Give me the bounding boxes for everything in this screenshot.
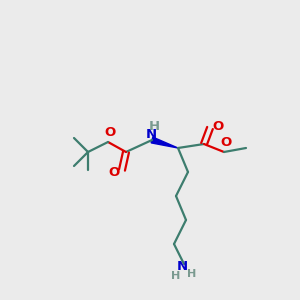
Text: O: O: [104, 125, 116, 139]
Text: N: N: [146, 128, 157, 140]
Text: N: N: [176, 260, 188, 272]
Text: O: O: [220, 136, 232, 148]
Text: H: H: [171, 271, 181, 281]
Text: H: H: [148, 119, 160, 133]
Polygon shape: [151, 137, 178, 148]
Text: O: O: [108, 166, 120, 178]
Text: H: H: [187, 269, 197, 279]
Text: O: O: [212, 119, 224, 133]
